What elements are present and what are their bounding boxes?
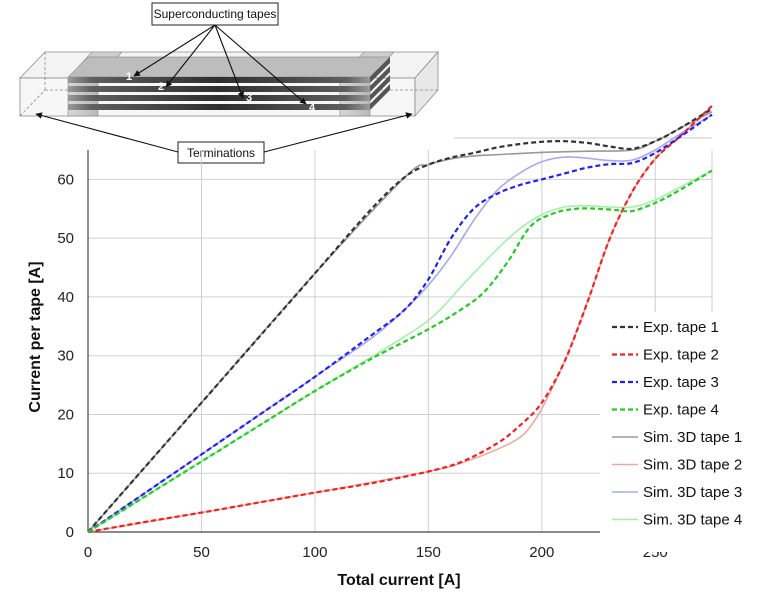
series-line-exp-tape-3 <box>87 113 713 533</box>
tape-number-1: 1 <box>126 71 132 83</box>
legend-label: Exp. tape 3 <box>643 374 719 391</box>
y-tick-label: 30 <box>57 348 74 365</box>
callout-label-terminations: Terminations <box>187 146 255 160</box>
x-tick-labels: 0 50 100 150 200 250 <box>84 544 668 561</box>
y-tick-labels: 0 10 20 30 40 50 60 <box>57 171 74 541</box>
x-tick-label: 50 <box>193 544 210 561</box>
y-tick-label: 20 <box>57 406 74 423</box>
tape-4 <box>68 84 390 110</box>
x-axis-title: Total current [A] <box>337 572 460 589</box>
series-line-exp-tape-1 <box>87 107 713 533</box>
y-tick-label: 40 <box>57 289 74 306</box>
tape-2 <box>68 66 390 92</box>
x-tick-label: 100 <box>302 544 327 561</box>
callout-arrows-tapes <box>133 24 307 105</box>
callout-box-terminations <box>177 141 265 164</box>
legend-background <box>600 312 766 552</box>
y-tick-label: 60 <box>57 171 74 188</box>
callout-label-tapes: Superconducting tapes <box>154 7 277 21</box>
series-line-exp-tape-2 <box>87 105 713 534</box>
y-tick-label: 10 <box>57 465 74 482</box>
legend-label: Sim. 3D tape 2 <box>643 457 742 474</box>
y-axis-title: Current per tape [A] <box>27 261 44 412</box>
x-tick-label: 200 <box>529 544 554 561</box>
legend-label: Exp. tape 2 <box>643 347 719 364</box>
tape-1 <box>67 56 391 83</box>
tape-number-3: 3 <box>246 92 252 104</box>
legend-label: Sim. 3D tape 1 <box>643 429 742 446</box>
tape-number-2: 2 <box>158 81 164 93</box>
tape-3 <box>68 75 390 101</box>
y-tick-label: 0 <box>66 524 74 541</box>
legend-label: Sim. 3D tape 3 <box>643 484 742 501</box>
x-tick-label: 150 <box>416 544 441 561</box>
legend-label: Sim. 3D tape 4 <box>643 512 742 529</box>
legend-label: Exp. tape 1 <box>643 319 719 336</box>
legend-label: Exp. tape 4 <box>643 402 719 419</box>
tape-number-4: 4 <box>309 102 316 114</box>
tape-stack-diagram: 1 2 3 4 Superconducting tapes Terminatio… <box>19 2 439 164</box>
series-line-exp-tape-4 <box>87 169 713 533</box>
x-tick-label: 0 <box>84 544 92 561</box>
callout-arrows-terminations <box>35 112 413 153</box>
legend: Exp. tape 1 Exp. tape 2 Exp. tape 3 Exp. ta… <box>600 312 766 552</box>
series-layer <box>87 105 713 534</box>
y-tick-label: 50 <box>57 230 74 247</box>
